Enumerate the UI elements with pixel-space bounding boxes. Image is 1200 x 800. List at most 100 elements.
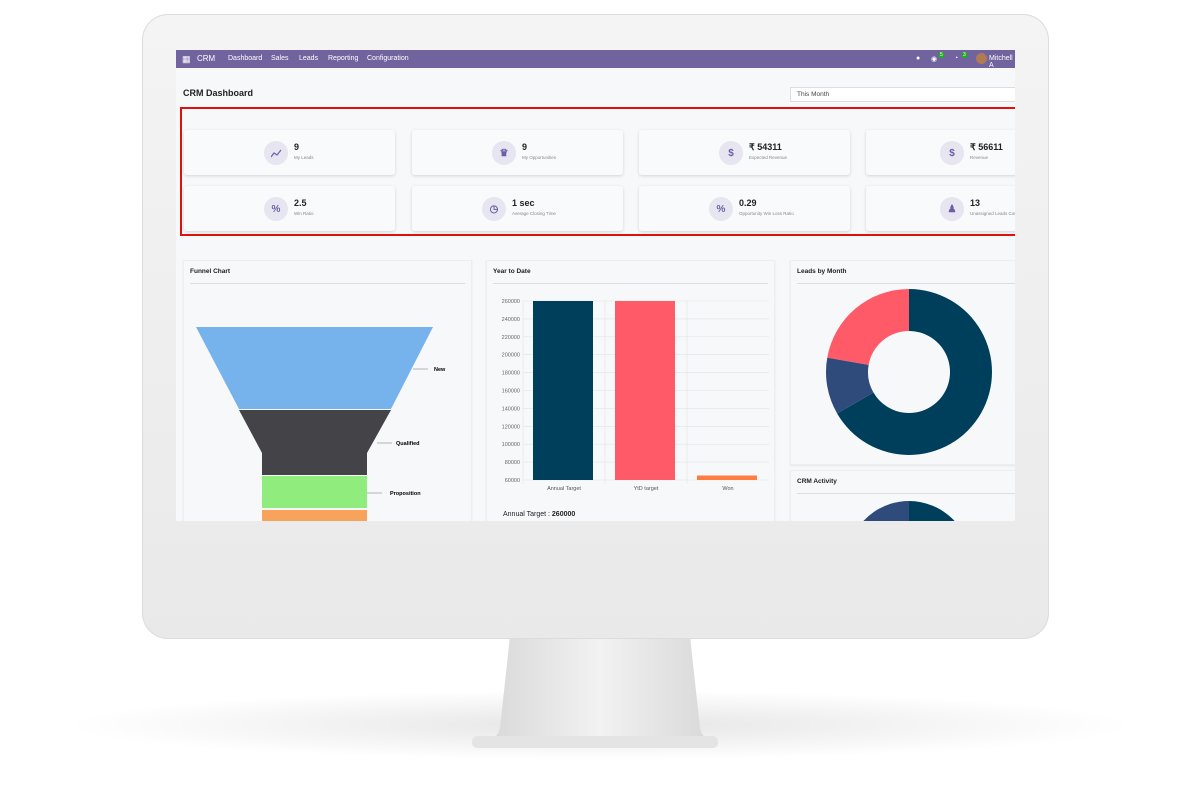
- screen: ▦ CRM Dashboard Sales Leads Reporting Co…: [176, 50, 1015, 521]
- kpi-value: 13: [970, 198, 981, 208]
- kpi-card[interactable]: $ ₹ 56611 Revenue: [866, 130, 1015, 175]
- kpi-label: My Opportunities: [522, 155, 557, 160]
- ytd-panel: Year to Date 260000 240000 220000 200000 180…: [486, 260, 775, 521]
- clock-icon: ◷: [482, 197, 506, 221]
- funnel-label-qualified: Qualified: [396, 441, 420, 447]
- leads-by-month-donut: [826, 289, 992, 455]
- y-tick-label: 80000: [505, 460, 520, 466]
- donut-slice-1[interactable]: [837, 289, 992, 455]
- page-title: CRM Dashboard: [183, 88, 254, 98]
- kpi-value: 0.29: [739, 198, 757, 208]
- nav-configuration[interactable]: Configuration: [367, 55, 409, 62]
- kpi-card[interactable]: ◷ 1 sec Average Closing Time: [412, 186, 623, 231]
- kpi-card[interactable]: % 2.5 Win Ratio: [184, 186, 395, 231]
- funnel-stage-new[interactable]: [196, 327, 433, 409]
- funnel-label-new: New: [434, 367, 446, 373]
- crm-activity-donut: [851, 501, 971, 521]
- kpi-label: Revenue: [970, 155, 989, 160]
- nav-dashboard[interactable]: Dashboard: [228, 55, 263, 62]
- activity-slice-2[interactable]: [851, 501, 909, 521]
- ytd-bar-chart: 260000 240000 220000 200000 180000 160000 1400…: [502, 299, 769, 492]
- kpi-highlight-box: [180, 107, 1015, 236]
- bar-won[interactable]: [697, 475, 757, 480]
- x-tick-label: Won: [722, 486, 733, 492]
- y-tick-label: 180000: [502, 371, 520, 377]
- y-tick-label: 140000: [502, 406, 520, 412]
- kpi-label: Win Ratio: [294, 211, 314, 216]
- kpi-card[interactable]: $ ₹ 54311 Expected Revenue: [639, 130, 850, 175]
- dollar-icon: $: [940, 141, 964, 165]
- kpi-card[interactable]: ♛ 9 My Opportunities: [412, 130, 623, 175]
- line-chart-icon: [264, 141, 288, 165]
- funnel-chart: New Qualified Proposition: [196, 327, 446, 521]
- nav-leads[interactable]: Leads: [299, 55, 319, 62]
- divider: [190, 283, 465, 284]
- annual-target-summary: Annual Target : 260000: [503, 511, 575, 518]
- bar-ytd-target[interactable]: [615, 301, 675, 480]
- kpi-value: 2.5: [294, 198, 307, 208]
- funnel-title: Funnel Chart: [190, 268, 231, 275]
- user-x-icon: ♟: [940, 197, 964, 221]
- activity-clock-icon[interactable]: ◔: [954, 55, 959, 62]
- x-tick-label: YtD target: [634, 486, 659, 492]
- funnel-label-proposition: Proposition: [390, 491, 421, 497]
- avatar[interactable]: [976, 53, 987, 64]
- percent-icon: %: [709, 197, 733, 221]
- annual-target-value: 260000: [551, 511, 576, 518]
- kpi-card[interactable]: % 0.29 Opportunity Win Loss Ratio: [639, 186, 850, 231]
- kpi-label: My Leads: [294, 155, 314, 160]
- nav-sales[interactable]: Sales: [271, 55, 289, 62]
- funnel-panel: Funnel Chart New Qualified Proposition: [183, 260, 472, 521]
- kpi-label: Opportunity Win Loss Ratio: [739, 211, 794, 216]
- crm-activity-panel: CRM Activity: [790, 470, 1015, 521]
- kpi-value: 9: [294, 142, 300, 152]
- navbar: ▦ CRM Dashboard Sales Leads Reporting Co…: [176, 50, 1015, 69]
- donut-slice-3[interactable]: [827, 289, 909, 365]
- x-tick-label: Annual Target: [547, 486, 581, 492]
- funnel-stage-won[interactable]: [262, 510, 367, 521]
- funnel-stage-proposition[interactable]: [262, 476, 367, 508]
- y-tick-label: 60000: [505, 478, 520, 484]
- y-tick-label: 100000: [502, 442, 520, 448]
- kpi-label: Unassigned Leads Count: [970, 211, 1015, 216]
- dollar-icon: $: [719, 141, 743, 165]
- kpi-value: 9: [522, 142, 528, 152]
- trophy-icon: ♛: [492, 141, 516, 165]
- y-tick-label: 220000: [502, 335, 520, 341]
- y-tick-label: 240000: [502, 317, 520, 323]
- kpi-value: 1 sec: [512, 198, 535, 208]
- annual-target-label: Annual Target :: [503, 511, 552, 518]
- percent-icon: %: [264, 197, 288, 221]
- activity-slice-1[interactable]: [909, 501, 971, 521]
- leads-by-month-panel: Leads by Month: [790, 260, 1015, 465]
- kpi-label: Average Closing Time: [512, 211, 556, 216]
- y-tick-label: 160000: [502, 389, 520, 395]
- app-name[interactable]: CRM: [197, 54, 216, 63]
- funnel-stage-qualified[interactable]: [239, 410, 391, 475]
- kpi-card[interactable]: ♟ 13 Unassigned Leads Count: [866, 186, 1015, 231]
- ytd-title: Year to Date: [493, 268, 531, 275]
- donut-slice-2[interactable]: [826, 357, 874, 414]
- kpi-value: ₹ 54311: [749, 142, 782, 152]
- bar-annual-target[interactable]: [533, 301, 593, 480]
- chat-icon[interactable]: ◉: [931, 56, 938, 63]
- divider: [493, 283, 768, 284]
- activities-badge: 3: [962, 52, 967, 58]
- y-tick-label: 260000: [502, 299, 520, 305]
- apps-grid-icon[interactable]: ▦: [182, 54, 191, 64]
- kpi-value: ₹ 56611: [970, 142, 1003, 152]
- nav-reporting[interactable]: Reporting: [328, 55, 359, 62]
- divider: [797, 493, 1015, 494]
- leads-by-month-title: Leads by Month: [797, 268, 847, 275]
- divider: [797, 283, 1015, 284]
- y-tick-label: 120000: [502, 424, 520, 430]
- user-name[interactable]: Mitchell A: [989, 55, 1013, 69]
- period-select[interactable]: This Month: [790, 87, 1015, 102]
- bug-icon[interactable]: ●: [916, 55, 921, 62]
- y-tick-label: 200000: [502, 353, 520, 359]
- messages-badge: 5: [939, 52, 944, 58]
- kpi-label: Expected Revenue: [749, 155, 788, 160]
- kpi-card[interactable]: 9 My Leads: [184, 130, 395, 175]
- crm-activity-title: CRM Activity: [797, 478, 837, 485]
